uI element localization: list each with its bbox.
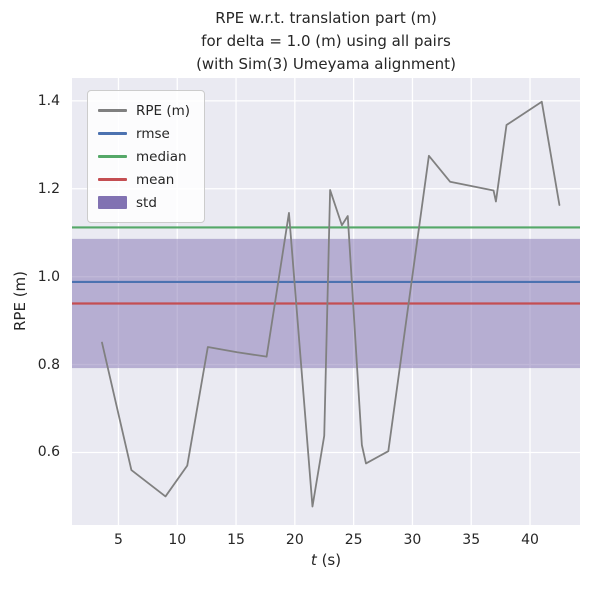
x-axis-label: t (s): [72, 551, 580, 569]
legend-item-rmse: rmse: [98, 122, 190, 145]
rmse-line-swatch-icon: [98, 132, 127, 135]
x-axis-label-unit: (s): [316, 551, 342, 569]
x-axis-label-symbol: t: [310, 551, 317, 569]
median-line-swatch-icon: [98, 155, 127, 158]
x-tick-label: 15: [227, 532, 245, 548]
chart-title-line-1: RPE w.r.t. translation part (m): [215, 9, 437, 27]
legend: RPE (m) rmse median mean std: [87, 90, 206, 223]
y-axis-label: RPE (m): [11, 270, 29, 332]
legend-item-median: median: [98, 145, 190, 168]
x-tick-label: 25: [344, 532, 363, 548]
chart-title: RPE w.r.t. translation part (m) for delt…: [72, 7, 580, 76]
y-tick-label: 0.6: [37, 444, 60, 461]
legend-label-mean: mean: [136, 171, 175, 188]
legend-label-median: median: [136, 148, 187, 165]
x-tick-label: 40: [521, 532, 539, 548]
y-tick-label: 1.0: [37, 268, 60, 285]
x-tick-label: 10: [168, 532, 187, 548]
rpe-series-line: [101, 100, 561, 508]
std-patch-swatch-icon: [98, 196, 127, 209]
rpe-line-swatch-icon: [98, 109, 127, 112]
x-tick-label: 30: [403, 532, 422, 548]
legend-item-mean: mean: [98, 168, 190, 191]
legend-label-rpe: RPE (m): [136, 102, 191, 119]
mean-line-swatch-icon: [98, 178, 127, 181]
legend-item-std: std: [98, 191, 190, 214]
y-tick-label: 0.8: [37, 356, 60, 373]
legend-label-rmse: rmse: [136, 125, 170, 142]
legend-label-std: std: [136, 194, 157, 211]
x-tick-label: 5: [113, 532, 123, 548]
x-tick-label: 20: [285, 532, 304, 548]
legend-item-rpe: RPE (m): [98, 99, 190, 122]
chart-title-line-3: (with Sim(3) Umeyama alignment): [196, 55, 456, 73]
y-tick-label: 1.4: [37, 92, 60, 109]
chart-title-line-2: for delta = 1.0 (m) using all pairs: [201, 32, 451, 50]
y-tick-label: 1.2: [37, 180, 60, 197]
x-tick-label: 35: [462, 532, 481, 548]
